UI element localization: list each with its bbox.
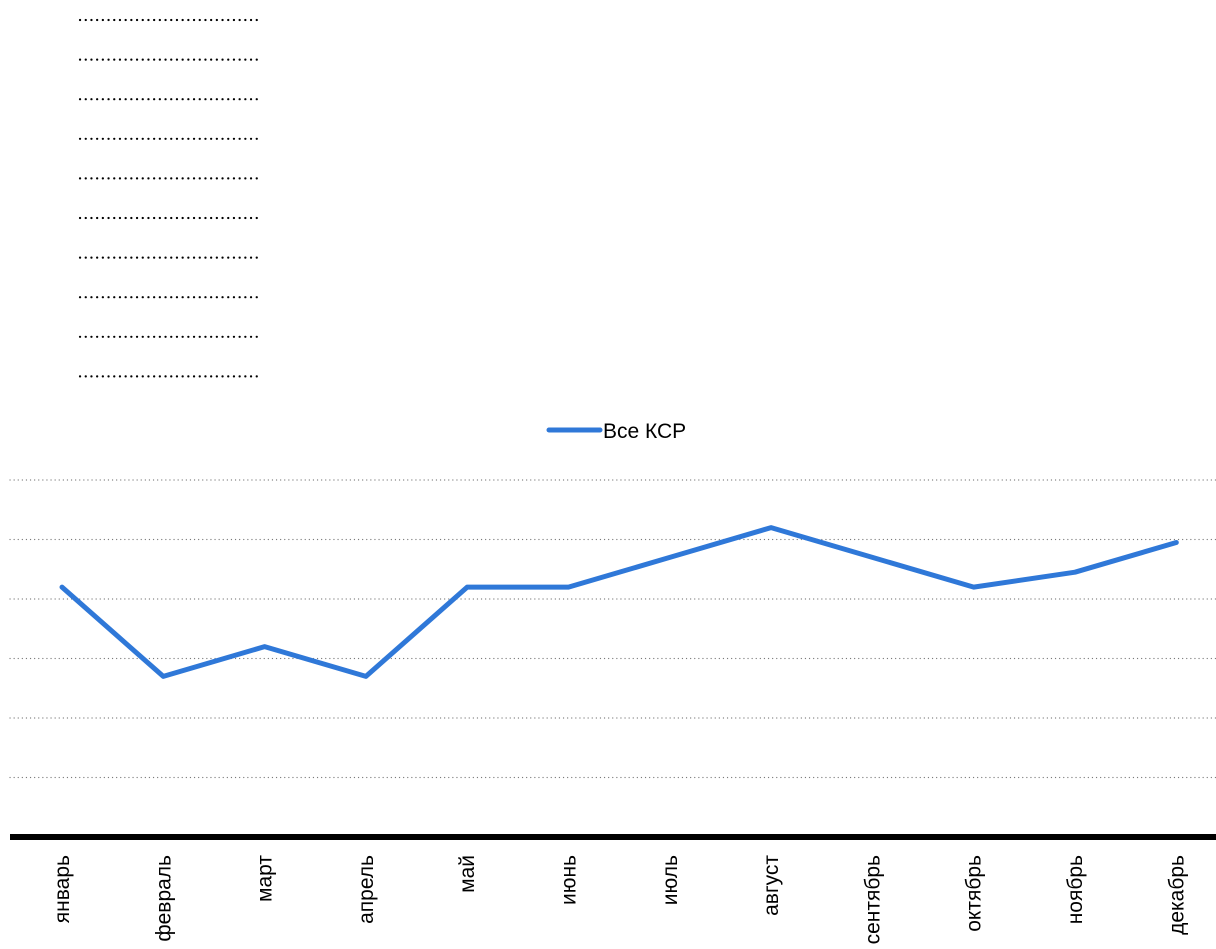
x-tick-label: февраль xyxy=(152,855,175,942)
x-tick-label: март xyxy=(254,855,277,902)
x-tick-label: октябрь xyxy=(963,855,986,932)
x-tick-label: май xyxy=(456,855,479,893)
x-tick-label: июнь xyxy=(558,855,581,905)
y-gridlines xyxy=(9,479,1216,779)
y-tick-label-placeholders xyxy=(78,18,262,378)
series-vse-ksr xyxy=(59,525,1179,679)
x-tick-label: июль xyxy=(659,855,682,905)
x-tick-label: декабрь xyxy=(1165,855,1188,935)
x-tick-label: сентябрь xyxy=(861,855,884,944)
x-tick-label: ноябрь xyxy=(1064,855,1087,924)
legend: Все КСР xyxy=(546,420,686,443)
x-tick-label: январь xyxy=(51,855,74,923)
x-tick-label: апрель xyxy=(355,855,378,924)
x-tick-label: август xyxy=(760,855,783,916)
legend-label-vse-ksr: Все КСР xyxy=(603,420,686,443)
series-line xyxy=(59,525,1179,679)
x-axis-tick-labels: январь февраль март апрель май июнь июль август… xyxy=(51,855,1188,945)
